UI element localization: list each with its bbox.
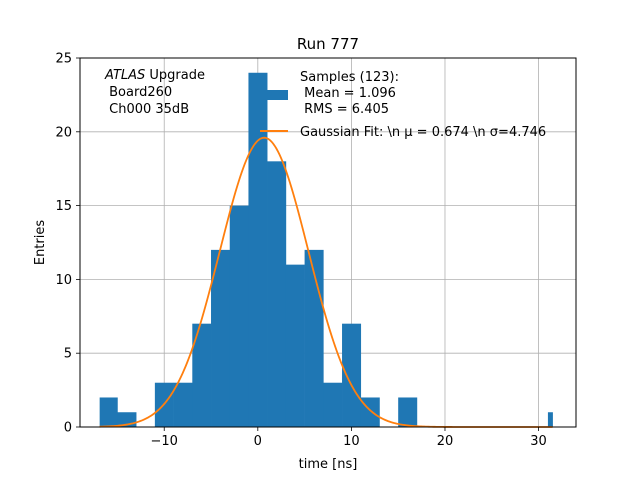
legend-histogram-line-1: Samples (123):: [300, 70, 399, 85]
annotation-experiment: ATLAS: [104, 68, 145, 83]
legend-fit-label: Gaussian Fit: \n μ = 0.674 \n σ=4.746: [300, 125, 546, 140]
histogram-bar: [99, 397, 118, 427]
legend-histogram-swatch: [260, 90, 288, 100]
plot-frame: [79, 57, 577, 428]
histogram-bar: [285, 264, 305, 427]
experiment-annotation: ATLAS Upgrade Board260 Ch000 35dB: [104, 68, 205, 117]
annotation-line-1: ATLAS Upgrade: [104, 68, 205, 83]
histogram-bar: [342, 323, 362, 427]
histogram-bar: [323, 382, 343, 427]
histogram-bar: [173, 382, 193, 427]
x-tick-label: 20: [437, 434, 454, 449]
legend-histogram-line-3: RMS = 6.405: [300, 102, 389, 117]
y-axis-label: Entries: [33, 220, 48, 266]
y-tick-label: 25: [55, 52, 72, 67]
x-tick-label: −10: [151, 434, 178, 449]
histogram-bar: [248, 72, 268, 427]
histogram-bars: [99, 72, 553, 427]
y-tick-label: 5: [64, 347, 72, 362]
x-tick-label: 10: [343, 434, 360, 449]
histogram-bar: [229, 205, 249, 427]
histogram-bar: [267, 161, 287, 427]
y-tick-label: 15: [55, 199, 72, 214]
annotation-experiment-suffix: Upgrade: [145, 68, 205, 83]
y-tick-label: 10: [55, 273, 72, 288]
histogram-bar: [211, 249, 231, 427]
histogram-bar: [398, 397, 418, 427]
histogram-bar: [360, 397, 380, 427]
x-tick-label: 30: [530, 434, 547, 449]
x-tick-label: 0: [254, 434, 262, 449]
histogram-bar: [192, 323, 212, 427]
x-axis-label: time [ns]: [299, 457, 358, 472]
legend: Samples (123): Mean = 1.096 RMS = 6.405 …: [260, 70, 546, 140]
y-tick-label: 0: [64, 421, 72, 436]
axis-ticks: −10 0 10 20 30 0 5 10 15 20 25: [55, 52, 546, 450]
annotation-board: Board260: [105, 85, 172, 100]
y-tick-label: 20: [55, 125, 72, 140]
chart-title: Run 777: [297, 35, 359, 53]
legend-histogram-line-2: Mean = 1.096: [300, 86, 396, 101]
annotation-channel: Ch000 35dB: [105, 102, 189, 117]
histogram-bar: [547, 412, 553, 427]
